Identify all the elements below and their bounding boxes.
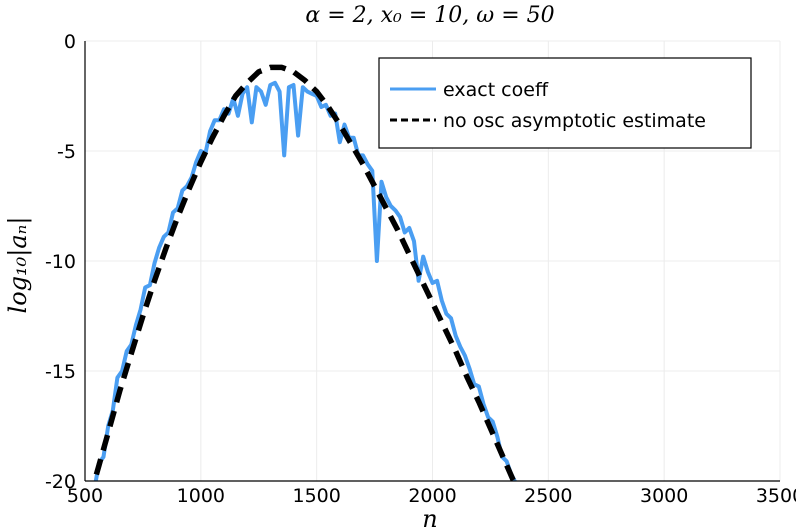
x-tick-label: 2500 <box>524 485 572 507</box>
x-axis-title: n <box>422 505 437 530</box>
axes-frame <box>84 41 780 482</box>
series-line-asymptotic-estimate <box>91 64 517 481</box>
chart-title: α = 2, x₀ = 10, ω = 50 <box>305 3 554 28</box>
series-line-exact-coeff <box>93 80 518 481</box>
legend-box <box>378 57 752 149</box>
legend-label-asymptotic: no osc asymptotic estimate <box>443 110 706 132</box>
x-tick-label: 1500 <box>292 485 340 507</box>
x-tick-label: 3000 <box>640 485 688 507</box>
y-tick-label: -5 <box>57 141 76 163</box>
y-tick-label: -10 <box>45 251 76 273</box>
y-tick-label: 0 <box>64 31 76 53</box>
y-tick-label: -20 <box>45 471 76 493</box>
x-tick-label: 500 <box>67 485 103 507</box>
series-layer <box>91 64 518 481</box>
y-tick-label: -15 <box>45 361 76 383</box>
legend: exact coeff no osc asymptotic estimate <box>378 57 752 149</box>
legend-label-exact-coeff: exact coeff <box>443 79 549 101</box>
x-tick-label: 2000 <box>408 485 456 507</box>
x-tick-label: 1000 <box>177 485 225 507</box>
y-axis-title: log₁₀|aₙ| <box>4 217 33 314</box>
